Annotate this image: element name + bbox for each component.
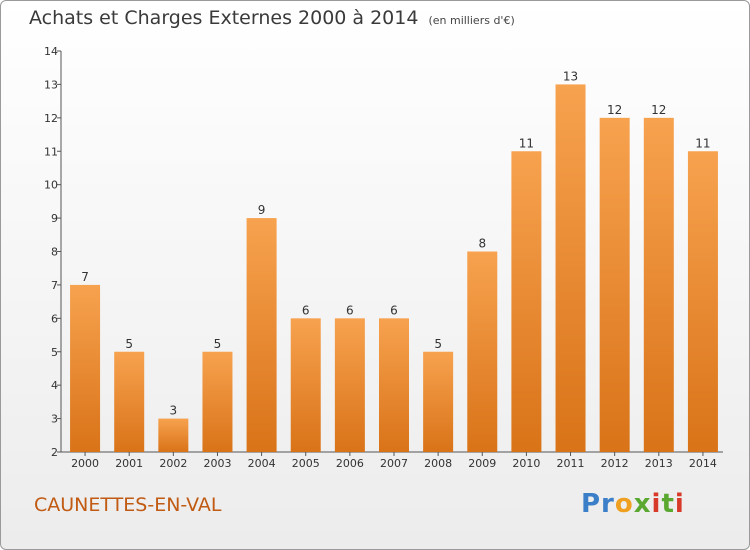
x-tick-label: 2007 <box>380 457 408 470</box>
bar <box>246 218 277 452</box>
bar <box>643 117 674 452</box>
y-tick-label: 10 <box>44 179 58 192</box>
bar-value-label: 11 <box>695 136 710 150</box>
bar <box>379 318 409 452</box>
bar-value-label: 8 <box>478 237 486 251</box>
bar <box>202 351 233 452</box>
bar <box>555 84 586 453</box>
x-tick-label: 2011 <box>557 457 585 470</box>
bar <box>114 351 145 452</box>
x-tick-label: 2014 <box>689 457 717 470</box>
y-tick-label: 2 <box>51 446 58 459</box>
y-tick-label: 9 <box>51 212 58 225</box>
x-tick-label: 2001 <box>115 457 143 470</box>
bar <box>467 251 498 452</box>
bar-value-label: 5 <box>434 337 442 351</box>
y-tick-label: 12 <box>44 112 58 125</box>
bar-value-label: 12 <box>651 103 666 117</box>
x-tick-label: 2005 <box>292 457 320 470</box>
bar <box>687 151 718 452</box>
y-tick-label: 8 <box>51 246 58 259</box>
place-name: CAUNETTES-EN-VAL <box>34 494 222 516</box>
x-tick-label: 2003 <box>203 457 231 470</box>
chart-subtitle: (en milliers d'€) <box>428 14 515 27</box>
x-tick-label: 2002 <box>159 457 187 470</box>
x-tick-label: 2004 <box>248 457 276 470</box>
bar <box>334 318 365 452</box>
bar <box>423 351 454 452</box>
bar-value-label: 13 <box>563 69 578 83</box>
bar <box>290 318 321 452</box>
chart-title-text: Achats et Charges Externes 2000 à 2014 <box>29 7 419 29</box>
x-tick-label: 2008 <box>424 457 452 470</box>
y-tick-label: 14 <box>44 45 58 58</box>
bar-value-label: 5 <box>125 337 133 351</box>
y-tick-label: 13 <box>44 78 58 91</box>
x-tick-label: 2009 <box>468 457 496 470</box>
x-tick-label: 2006 <box>336 457 364 470</box>
bar <box>158 418 189 452</box>
bar <box>70 284 101 452</box>
bar-value-label: 5 <box>214 337 222 351</box>
bars: 7 5 3 5 9 6 6 6 5 8 11 13 12 12 11 <box>70 69 718 453</box>
bar-value-label: 6 <box>346 303 354 317</box>
bar-value-label: 12 <box>607 103 622 117</box>
x-tick-label: 2012 <box>601 457 629 470</box>
y-tick-label: 7 <box>51 279 58 292</box>
bar-value-label: 6 <box>390 303 398 317</box>
y-tick-label: 5 <box>51 346 58 359</box>
proxiti-logo: Proxiti <box>581 489 685 519</box>
y-tick-label: 3 <box>51 413 58 426</box>
x-tick-label: 2013 <box>645 457 673 470</box>
chart-title: Achats et Charges Externes 2000 à 2014 (e… <box>29 7 515 29</box>
bar <box>599 117 630 452</box>
bar-value-label: 6 <box>302 303 310 317</box>
y-tick-label: 4 <box>51 379 58 392</box>
bar-value-label: 3 <box>170 404 178 418</box>
bar <box>511 151 542 452</box>
bar-value-label: 11 <box>519 136 534 150</box>
y-tick-label: 6 <box>51 312 58 325</box>
x-tick-label: 2000 <box>71 457 99 470</box>
y-tick-label: 11 <box>44 145 58 158</box>
bar-value-label: 9 <box>258 203 266 217</box>
x-tick-label: 2010 <box>512 457 540 470</box>
bar-value-label: 7 <box>81 270 89 284</box>
